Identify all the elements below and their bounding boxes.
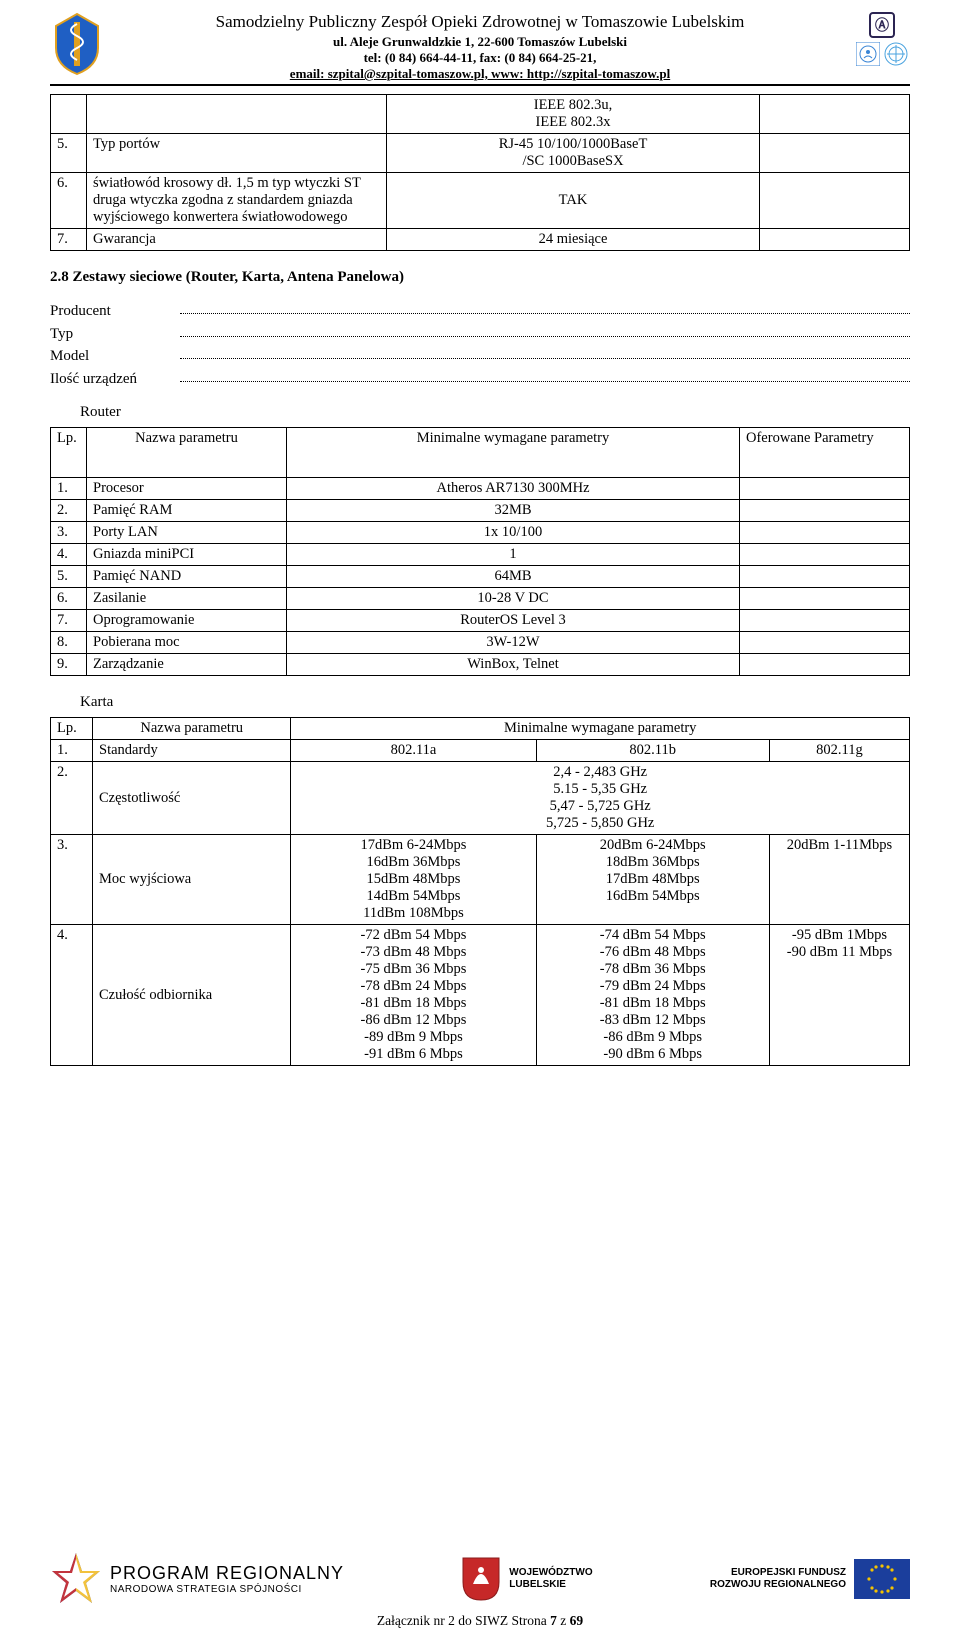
table-header-row: Lp. Nazwa parametru Minimalne wymagane p… bbox=[51, 718, 910, 740]
table-row: 7.OprogramowanieRouterOS Level 3 bbox=[51, 610, 910, 632]
ef-line2: ROZWOJU REGIONALNEGO bbox=[710, 1579, 846, 1591]
program-regionalny-block: PROGRAM REGIONALNY NARODOWA STRATEGIA SP… bbox=[50, 1551, 344, 1607]
table-row: 6. światłowód krosowy dł. 1,5 m typ wtyc… bbox=[51, 173, 910, 229]
section-heading: 2.8 Zestawy sieciowe (Router, Karta, Ant… bbox=[50, 269, 910, 286]
field-label: Typ bbox=[50, 323, 180, 346]
field-label: Producent bbox=[50, 300, 180, 323]
table-row: 6.Zasilanie10-28 V DC bbox=[51, 588, 910, 610]
unicef-icon bbox=[856, 42, 880, 66]
table-header-row: Lp. Nazwa parametru Minimalne wymagane p… bbox=[51, 428, 910, 478]
woj-line1: WOJEWÓDZTWO bbox=[509, 1567, 592, 1579]
who-icon bbox=[884, 42, 908, 66]
org-email-www: email: szpital@szpital-tomaszow.pl, www:… bbox=[114, 66, 846, 82]
letterhead: Samodzielny Publiczny Zespół Opieki Zdro… bbox=[50, 12, 910, 86]
star-icon bbox=[50, 1551, 102, 1607]
woj-line2: LUBELSKIE bbox=[509, 1579, 592, 1591]
table-row: 9.ZarządzanieWinBox, Telnet bbox=[51, 654, 910, 676]
field-label: Ilość urządzeń bbox=[50, 368, 180, 391]
page-footer: PROGRAM REGIONALNY NARODOWA STRATEGIA SP… bbox=[50, 1551, 910, 1629]
table-row: 3. Moc wyjściowa 17dBm 6-24Mbps 16dBm 36… bbox=[51, 835, 910, 925]
eu-flag-icon bbox=[854, 1559, 910, 1599]
program-title: PROGRAM REGIONALNY bbox=[110, 1563, 344, 1584]
router-subheading: Router bbox=[80, 404, 910, 421]
org-address: ul. Aleje Grunwaldzkie 1, 22-600 Tomaszó… bbox=[114, 34, 846, 50]
page-number: Załącznik nr 2 do SIWZ Strona 7 z 69 bbox=[50, 1613, 910, 1629]
program-subtitle: NARODOWA STRATEGIA SPÓJNOŚCI bbox=[110, 1584, 344, 1595]
table-row: 3.Porty LAN1x 10/100 bbox=[51, 522, 910, 544]
table-row: 4. Czułość odbiornika -72 dBm 54 Mbps -7… bbox=[51, 925, 910, 1066]
table-row: 5.Pamięć NAND64MB bbox=[51, 566, 910, 588]
ef-line1: EUROPEJSKI FUNDUSZ bbox=[710, 1567, 846, 1579]
table-row: 4.Gniazda miniPCI1 bbox=[51, 544, 910, 566]
field-dots bbox=[180, 368, 910, 382]
table-row: 2. Częstotliwość 2,4 - 2,483 GHz 5.15 - … bbox=[51, 762, 910, 835]
field-dots bbox=[180, 345, 910, 359]
table-row: 8.Pobierana moc3W-12W bbox=[51, 632, 910, 654]
medical-icon bbox=[50, 12, 106, 76]
params-table-cont: IEEE 802.3u, IEEE 802.3x 5. Typ portów R… bbox=[50, 94, 910, 251]
wojewodztwo-block: WOJEWÓDZTWO LUBELSKIE bbox=[461, 1556, 592, 1602]
field-dots bbox=[180, 323, 910, 337]
shield-icon bbox=[461, 1556, 501, 1602]
field-label: Model bbox=[50, 345, 180, 368]
table-row: 1.ProcesorAtheros AR7130 300MHz bbox=[51, 478, 910, 500]
table-row: 1. Standardy 802.11a 802.11b 802.11g bbox=[51, 740, 910, 762]
table-row: IEEE 802.3u, IEEE 802.3x bbox=[51, 95, 910, 134]
org-telfax: tel: (0 84) 664-44-11, fax: (0 84) 664-2… bbox=[114, 50, 846, 66]
field-dots bbox=[180, 300, 910, 314]
table-row: 7. Gwarancja 24 miesiące bbox=[51, 229, 910, 251]
field-list: Producent Typ Model Ilość urządzeń bbox=[50, 300, 910, 390]
karta-subheading: Karta bbox=[80, 694, 910, 711]
table-row: 2.Pamięć RAM32MB bbox=[51, 500, 910, 522]
svg-text:Ⓐ: Ⓐ bbox=[875, 17, 889, 33]
router-table: Lp. Nazwa parametru Minimalne wymagane p… bbox=[50, 427, 910, 676]
table-row: 5. Typ portów RJ-45 10/100/1000BaseT /SC… bbox=[51, 134, 910, 173]
org-name: Samodzielny Publiczny Zespół Opieki Zdro… bbox=[114, 12, 846, 32]
aq-badge-icon: Ⓐ bbox=[869, 12, 895, 38]
karta-table: Lp. Nazwa parametru Minimalne wymagane p… bbox=[50, 717, 910, 1066]
eu-fund-block: EUROPEJSKI FUNDUSZ ROZWOJU REGIONALNEGO bbox=[710, 1559, 910, 1599]
